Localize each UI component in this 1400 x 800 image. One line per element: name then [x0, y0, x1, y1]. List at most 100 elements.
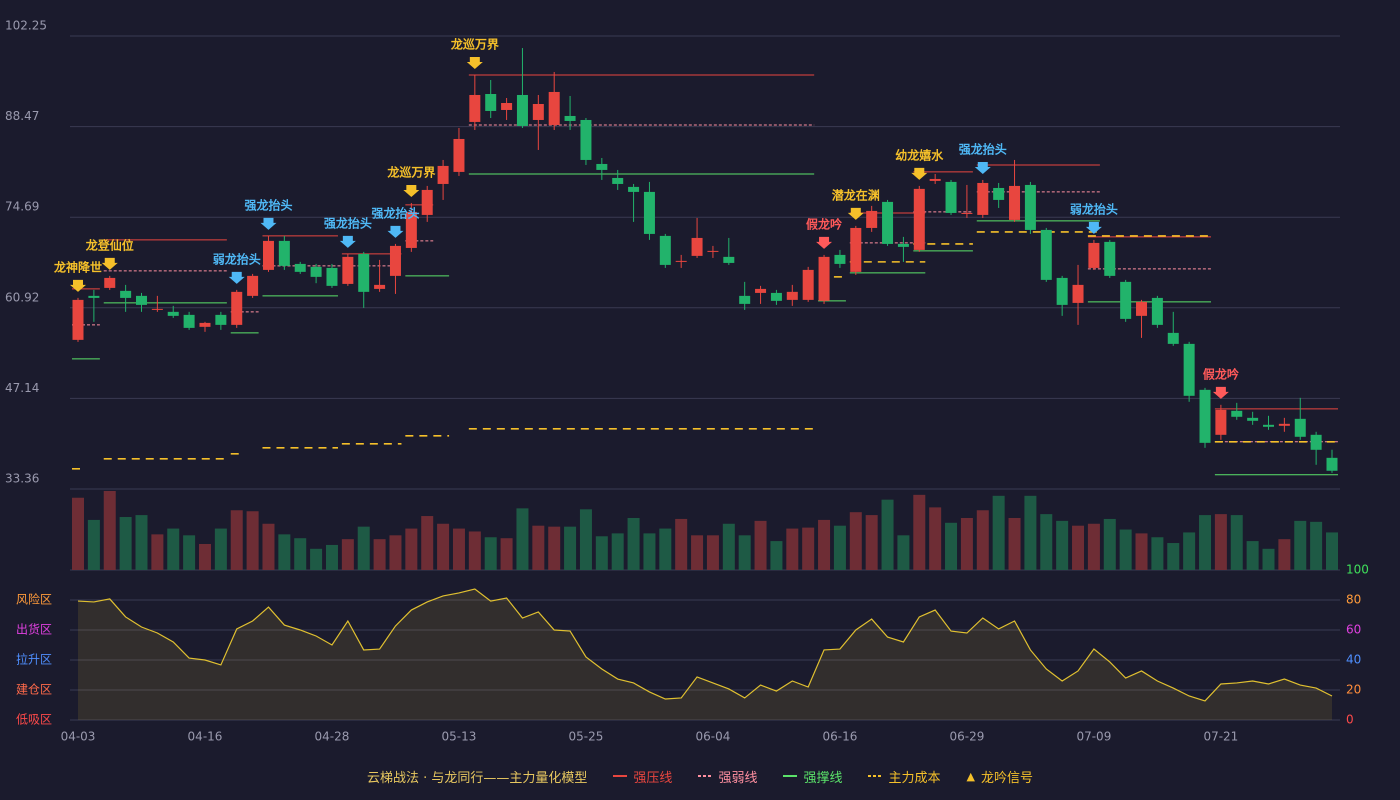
volume-bar — [1246, 541, 1259, 570]
volume-bar — [1103, 518, 1116, 570]
volume-bar — [341, 539, 354, 570]
legend-item: 强弱线 — [698, 767, 757, 786]
volume-bar — [246, 511, 259, 570]
candle-body — [421, 189, 433, 215]
volume-bar — [675, 518, 688, 570]
candle-body — [469, 94, 481, 122]
candle-body — [389, 245, 401, 276]
signal-label: 龙巡万界 — [451, 36, 499, 51]
candle-body — [72, 299, 84, 340]
volume-bar — [357, 526, 370, 570]
volume-bar — [706, 535, 719, 570]
volume-bar — [738, 535, 751, 570]
volume-bar — [1119, 529, 1132, 570]
volume-bar — [103, 491, 116, 570]
legend-title: 云梯战法 · 与龙同行——主力量化模型 — [367, 770, 588, 786]
signal-label: 潜龙在渊 — [832, 187, 880, 202]
volume-bar — [389, 535, 402, 570]
candle-body — [1278, 423, 1290, 426]
candle-body — [1247, 417, 1259, 421]
candle-body — [310, 266, 322, 277]
candle-body — [120, 290, 132, 298]
x-tick-label: 04-16 — [188, 730, 223, 744]
volume-bar — [833, 525, 846, 570]
candle-body — [1231, 410, 1243, 417]
volume-bar — [1183, 532, 1196, 570]
volume-bar — [945, 522, 958, 570]
candle-body — [913, 188, 925, 250]
legend-item: ▲ 龙吟信号 — [966, 767, 1032, 786]
y2-tick-label: 40 — [1346, 653, 1361, 667]
candle-body — [247, 275, 259, 296]
candle-body — [818, 256, 830, 301]
candle-body — [485, 93, 497, 111]
candle-body — [88, 295, 100, 298]
candle-body — [278, 240, 290, 266]
x-tick-label: 05-25 — [569, 730, 604, 744]
volume-bar — [1135, 533, 1148, 570]
candle-body — [1151, 297, 1163, 325]
legend-item: 强撑线 — [783, 767, 842, 786]
volume-bar — [627, 517, 640, 570]
volume-bar — [929, 507, 942, 570]
y2-tick-label: 60 — [1346, 623, 1361, 637]
y-tick-label: 102.25 — [5, 19, 47, 33]
candle-body — [1120, 281, 1132, 319]
volume-bar — [1167, 543, 1180, 570]
volume-bar — [691, 535, 704, 570]
signal-label: 假龙吟 — [806, 216, 842, 231]
candle-body — [739, 295, 751, 304]
candle-body — [882, 201, 894, 244]
y-tick-label: 60.92 — [5, 290, 39, 304]
signal-label: 强龙抬头 — [324, 215, 372, 230]
signal-arrow — [1085, 221, 1102, 234]
indicator-area — [78, 589, 1332, 720]
volume-bar — [1262, 548, 1275, 570]
volume-bar — [770, 541, 783, 570]
candle-body — [1056, 277, 1068, 305]
volume-bar — [1230, 515, 1243, 570]
candle-body — [151, 308, 163, 310]
signal-arrow — [228, 271, 245, 284]
legend-label: 强弱线 — [718, 770, 758, 786]
signal-label: 龙神降世 — [54, 259, 102, 274]
candle-body — [580, 119, 592, 160]
candle-body — [659, 235, 671, 265]
volume-bar — [468, 531, 481, 570]
candle-body — [548, 91, 560, 125]
candle-body — [596, 163, 608, 170]
x-tick-label: 06-29 — [949, 730, 984, 744]
y-tick-label: 47.14 — [5, 381, 39, 395]
x-tick-label: 06-16 — [822, 730, 857, 744]
candle-body — [802, 269, 814, 300]
zone-label: 建仓区 — [16, 683, 52, 697]
candle-body — [183, 314, 195, 328]
candle-body — [1072, 284, 1084, 303]
candle-body — [1294, 418, 1306, 437]
volume-bar — [579, 509, 592, 570]
candle-body — [294, 263, 306, 272]
legend-marker: ▲ — [966, 769, 975, 783]
signal-arrow — [403, 184, 420, 197]
volume-bar — [294, 538, 307, 570]
candle-body — [199, 322, 211, 327]
candle-body — [167, 311, 179, 316]
volume-bar — [1072, 525, 1085, 570]
legend-swatch — [698, 775, 713, 777]
candle-body — [993, 187, 1005, 200]
volume-bar — [421, 516, 434, 570]
volume-bar — [659, 528, 672, 570]
candle-body — [612, 177, 624, 184]
candle-body — [501, 103, 513, 110]
signal-label: 强龙抬头 — [244, 197, 292, 212]
candle-body — [1088, 242, 1100, 268]
candle-body — [1199, 389, 1211, 443]
candle-body — [564, 115, 576, 121]
candle-body — [675, 260, 687, 262]
candle-body — [1009, 185, 1021, 220]
candle-body — [135, 295, 147, 305]
candle-body — [770, 292, 782, 301]
volume-bar — [913, 494, 926, 570]
volume-bar — [722, 523, 735, 570]
